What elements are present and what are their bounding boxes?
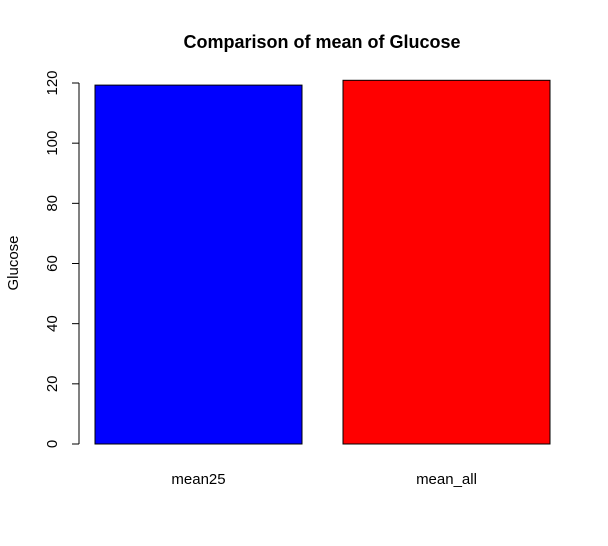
x-axis-labels: mean25 mean_all bbox=[171, 471, 477, 488]
y-axis-label: Glucose bbox=[5, 235, 22, 290]
x-tick-label: mean_all bbox=[416, 471, 477, 488]
y-tick-label: 0 bbox=[44, 440, 61, 448]
bar-mean25 bbox=[94, 84, 303, 445]
bars bbox=[94, 79, 551, 445]
bar-mean_all bbox=[342, 79, 551, 445]
y-axis: 0 20 40 60 80 100 120 bbox=[44, 70, 80, 448]
y-tick-label: 60 bbox=[44, 255, 61, 272]
x-tick-label: mean25 bbox=[171, 471, 225, 488]
y-tick-label: 80 bbox=[44, 195, 61, 212]
y-tick-label: 100 bbox=[44, 131, 61, 156]
y-tick-label: 120 bbox=[44, 70, 61, 95]
y-tick-label: 40 bbox=[44, 315, 61, 332]
chart-title: Comparison of mean of Glucose bbox=[183, 32, 460, 52]
y-tick-label: 20 bbox=[44, 375, 61, 392]
